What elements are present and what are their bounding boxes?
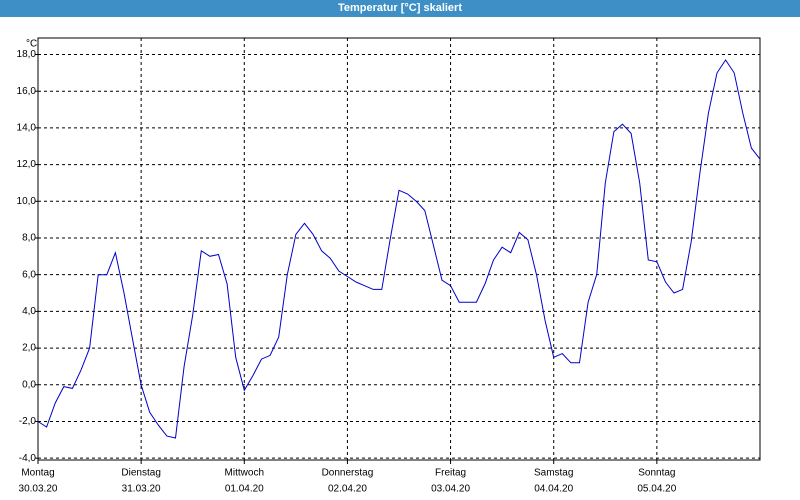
y-tick-label: -2,0 (19, 416, 37, 427)
x-tick-label: Montag (21, 468, 54, 479)
x-date-label: 30.03.20 (19, 484, 58, 495)
y-tick-label: 12,0 (17, 159, 37, 170)
x-tick-label: Donnerstag (322, 468, 374, 479)
x-tick-label: Mittwoch (225, 468, 264, 479)
x-date-label: 31.03.20 (122, 484, 161, 495)
y-tick-label: 14,0 (17, 123, 37, 134)
x-date-label: 03.04.20 (431, 484, 470, 495)
x-tick-label: Dienstag (121, 468, 160, 479)
title-bar: Temperatur [°C] skaliert (0, 0, 800, 17)
chart: °C -4,0 -2,0 0,0 2,0 4,0 6,0 8,0 10,0 12,0 14,0 16… (17, 37, 761, 495)
y-tick-label: 8,0 (22, 233, 36, 244)
x-tick-label: Samstag (534, 468, 573, 479)
y-tick-label: 16,0 (17, 86, 37, 97)
x-tick-label: Sonntag (638, 468, 675, 479)
x-date-label: 01.04.20 (225, 484, 264, 495)
y-tick-label: 6,0 (22, 269, 36, 280)
x-date-label: 02.04.20 (328, 484, 367, 495)
temperature-line (37, 59, 761, 439)
y-tick-label: 4,0 (22, 306, 36, 317)
plot-frame (37, 37, 761, 461)
y-tick-label: 0,0 (22, 379, 36, 390)
x-tick-label: Freitag (435, 468, 466, 479)
x-date-label: 05.04.20 (637, 484, 676, 495)
y-tick-label: 2,0 (22, 343, 36, 354)
y-tick-label: 18,0 (17, 49, 37, 60)
y-tick-label: 10,0 (17, 196, 37, 207)
x-date-label: 04.04.20 (534, 484, 573, 495)
y-tick-label: -4,0 (19, 453, 37, 464)
y-unit: °C (26, 39, 37, 50)
